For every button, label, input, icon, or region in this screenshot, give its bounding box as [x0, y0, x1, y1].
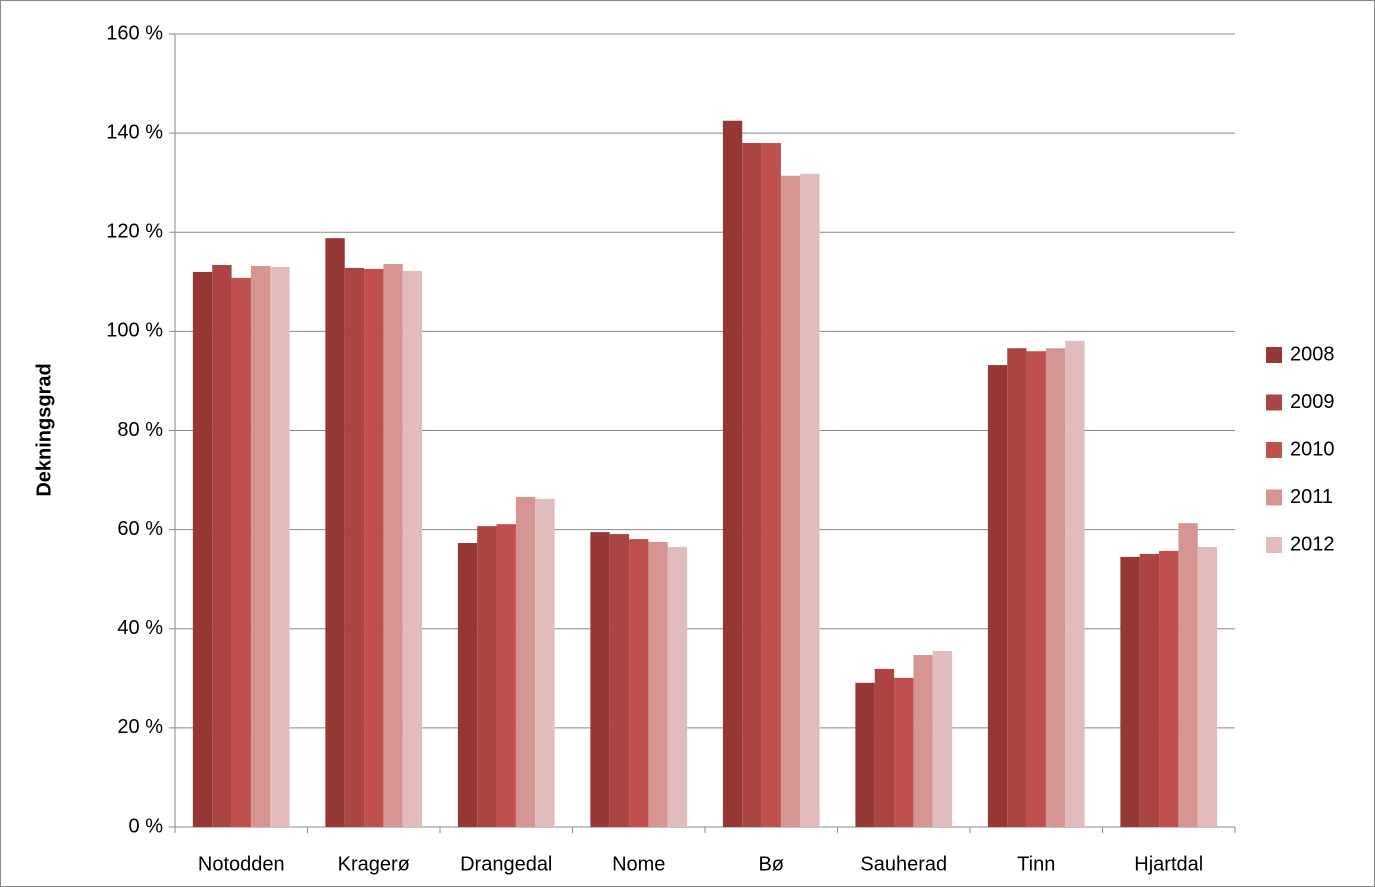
bar — [192, 271, 213, 827]
x-tick-label: Notodden — [198, 853, 285, 875]
bar — [629, 539, 649, 827]
y-tick-label: 40 % — [117, 617, 163, 639]
y-tick-label: 20 % — [117, 716, 163, 738]
bar — [1045, 348, 1066, 827]
bar — [1007, 348, 1027, 827]
bar — [874, 668, 895, 827]
bar — [477, 526, 497, 827]
legend-label: 2012 — [1290, 533, 1335, 555]
bar — [722, 120, 743, 827]
y-tick-label: 0 % — [129, 815, 164, 837]
bar — [648, 542, 668, 827]
x-tick-label: Tinn — [1017, 853, 1055, 875]
legend-swatch — [1266, 442, 1282, 458]
y-axis-label: Dekningsgrad — [33, 363, 55, 496]
legend-label: 2008 — [1290, 343, 1335, 365]
bar — [780, 175, 801, 827]
legend-label: 2011 — [1290, 486, 1333, 508]
bar — [894, 677, 914, 827]
legend-swatch — [1266, 489, 1282, 506]
bar — [212, 264, 232, 827]
bar — [761, 143, 781, 828]
y-tick-label: 60 % — [117, 518, 163, 540]
bar — [231, 277, 251, 827]
legend-label: 2009 — [1290, 391, 1335, 413]
bar — [1120, 556, 1140, 827]
bar — [1026, 351, 1046, 827]
bar — [383, 263, 403, 828]
bar — [855, 682, 875, 827]
bar — [364, 268, 384, 827]
x-tick-label: Drangedal — [460, 853, 552, 875]
y-tick-label: 100 % — [106, 320, 163, 342]
bar — [590, 532, 610, 827]
bar — [1159, 550, 1179, 827]
bar — [402, 270, 423, 827]
legend-swatch — [1266, 537, 1282, 553]
x-tick-label: Hjartdal — [1134, 853, 1203, 875]
bar — [987, 365, 1008, 827]
x-tick-label: Kragerø — [338, 853, 410, 875]
legend-label: 2010 — [1290, 438, 1335, 460]
bar — [800, 173, 820, 828]
legend-swatch — [1266, 347, 1282, 363]
bar — [1178, 523, 1198, 827]
bar — [742, 143, 762, 828]
bar — [270, 266, 290, 828]
bar — [496, 524, 516, 827]
x-tick-label: Nome — [612, 853, 665, 875]
y-tick-label: 120 % — [106, 221, 163, 243]
bar — [515, 496, 536, 827]
x-tick-label: Sauherad — [860, 853, 947, 875]
bar — [1139, 553, 1160, 827]
bar — [250, 265, 271, 827]
bar — [325, 238, 345, 827]
bar — [1197, 546, 1218, 827]
legend-swatch — [1266, 394, 1282, 411]
y-tick-label: 140 % — [106, 121, 163, 143]
bar — [535, 498, 555, 827]
bar — [932, 651, 953, 827]
y-tick-label: 160 % — [106, 22, 163, 44]
x-tick-label: Bø — [758, 853, 784, 875]
y-tick-label: 80 % — [117, 419, 163, 441]
bar — [667, 546, 688, 827]
bar — [457, 543, 478, 827]
bar — [609, 534, 630, 827]
bar — [913, 655, 933, 827]
bar — [344, 267, 365, 827]
bar — [1065, 340, 1085, 827]
